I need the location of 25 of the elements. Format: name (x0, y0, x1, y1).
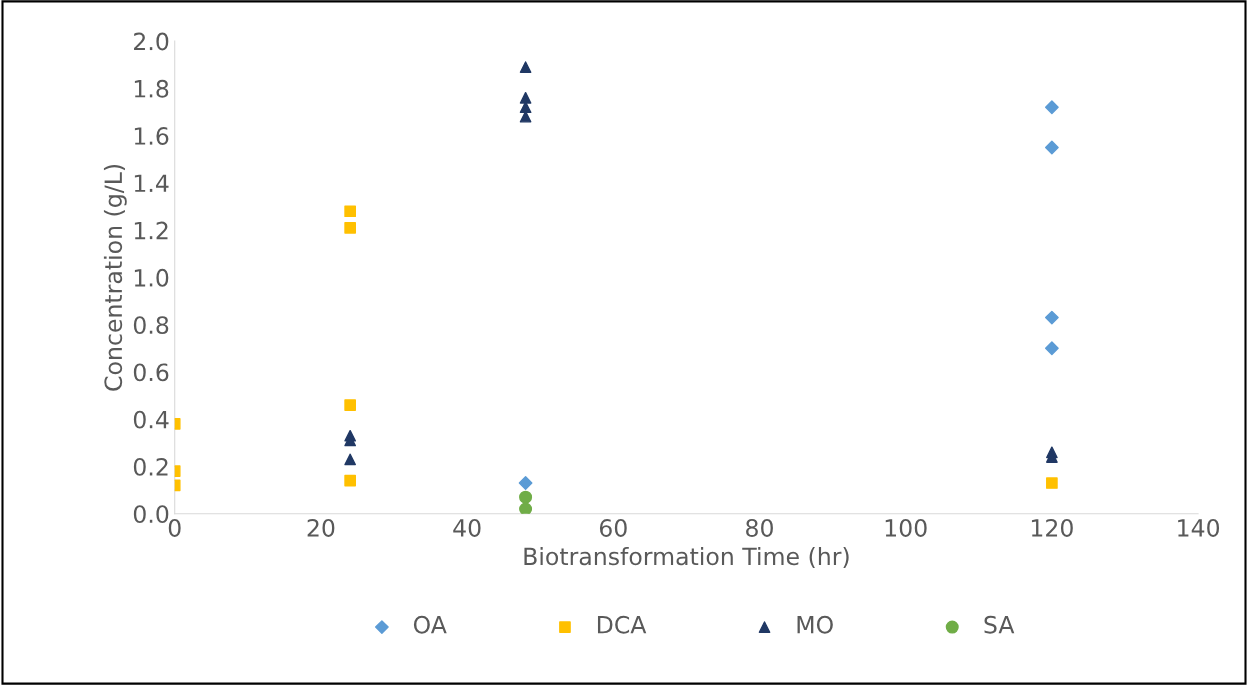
y-tick-label: 1.2 (134, 221, 168, 240)
y-tick-label: 2.0 (134, 32, 169, 51)
x-tick-label: 60 (599, 519, 627, 537)
y-tick-label: 1.4 (134, 174, 169, 192)
y-tick-label: 0.2 (133, 457, 168, 476)
x-axis-title: Biotransformation Time (hr) (524, 547, 849, 569)
y-tick-label: 1.0 (134, 268, 169, 287)
x-tick-label: 100 (885, 519, 927, 537)
y-axis-title: Concentration (g/L) (103, 164, 127, 391)
x-tick-label: 0 (168, 519, 181, 537)
x-tick-label: 20 (307, 519, 335, 537)
legend-label: SA (984, 615, 1015, 634)
y-tick-label: 0.4 (133, 410, 169, 429)
legend-label: DCA (597, 615, 647, 634)
y-tick-label: 1.6 (134, 127, 169, 145)
legend-label: OA (413, 615, 447, 634)
y-tick-label: 1.8 (134, 79, 169, 98)
y-tick-label: 0.6 (133, 363, 169, 382)
y-tick-label: 0.8 (133, 316, 169, 334)
x-tick-label: 140 (1178, 519, 1220, 537)
x-tick-label: 80 (746, 519, 773, 537)
y-tick-label: 0.0 (133, 505, 169, 524)
legend-label: MO (797, 615, 833, 634)
x-tick-label: 120 (1031, 519, 1073, 537)
x-tick-label: 40 (453, 519, 481, 537)
